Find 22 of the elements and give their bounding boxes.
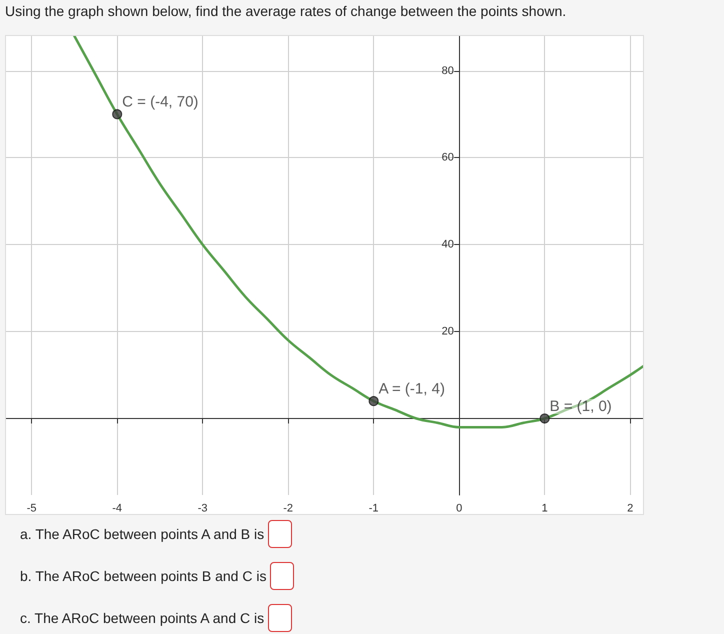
y-tick-label: 40	[442, 238, 454, 251]
y-tick-label: 80	[442, 64, 454, 77]
x-tick-label: -3	[198, 502, 208, 514]
x-tick-label: -4	[112, 502, 122, 514]
point	[112, 109, 122, 120]
y-tick-label: 60	[442, 152, 454, 164]
x-tick-label: -5	[26, 502, 37, 514]
text: c. The ARoC between points A and C is	[20, 610, 264, 626]
x-tick-label: 0	[456, 502, 462, 514]
line-series	[73, 36, 643, 428]
point	[368, 396, 379, 406]
x-tick-label: -1	[368, 502, 379, 514]
text: a. The ARoC between points A and B is	[20, 526, 264, 542]
chart-title: Using the graph shown below, find the average rates of change between the points shown.	[5, 3, 566, 19]
annotation: A = (-1, 4)	[378, 380, 445, 398]
y-tick-label: 20	[442, 326, 454, 338]
x-tick-label: 1	[542, 502, 548, 514]
text: b. The ARoC between points B and C is	[20, 568, 266, 584]
annotation: C = (-4, 70)	[122, 94, 198, 111]
x-tick-label: 2	[627, 502, 634, 514]
point	[540, 414, 550, 424]
x-tick-label: -2	[283, 502, 294, 514]
